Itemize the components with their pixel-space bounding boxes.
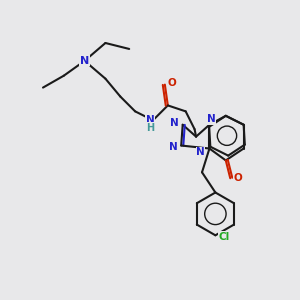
Text: N: N <box>170 118 179 128</box>
Text: O: O <box>233 173 242 183</box>
Text: N: N <box>146 115 154 125</box>
Text: N: N <box>80 56 89 66</box>
Text: N: N <box>196 147 205 157</box>
Text: H: H <box>146 123 154 133</box>
Text: Cl: Cl <box>218 232 229 242</box>
Text: N: N <box>169 142 177 152</box>
Text: N: N <box>207 114 215 124</box>
Text: O: O <box>168 78 177 88</box>
